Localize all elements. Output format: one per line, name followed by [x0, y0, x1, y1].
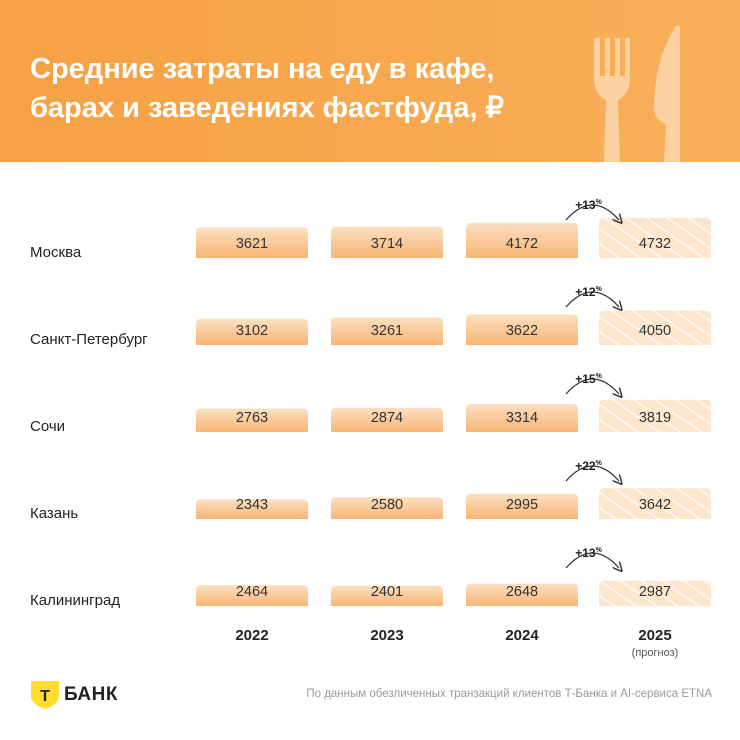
bar-chart: Москва 3621 3714 4172 4732 +13% Санкт-Петербур… — [30, 198, 711, 659]
growth-arrow — [565, 204, 619, 220]
bar — [331, 226, 443, 258]
source-note: По данным обезличенных транзакций клиент… — [306, 688, 712, 700]
bar-value-label: 3714 — [371, 236, 403, 252]
t-bank-logo: Т — [31, 681, 59, 709]
year-label: 2023 — [370, 627, 403, 644]
bar-value-label: 2995 — [506, 497, 538, 513]
year-label: 2025 — [638, 627, 671, 644]
bar-value-label: 4172 — [506, 236, 538, 252]
growth-label: +13% — [575, 546, 602, 560]
bar — [331, 317, 443, 345]
bar-value-label: 3314 — [506, 410, 538, 426]
bar-forecast — [599, 580, 711, 606]
growth-label: +22% — [575, 459, 602, 473]
city-label: Санкт-Петербург — [30, 331, 148, 348]
city-label: Калининград — [30, 592, 120, 609]
logo-letter: Т — [40, 688, 50, 705]
bar-value-label: 4732 — [639, 236, 671, 252]
page-title: Средние затраты на еду в кафе, барах и з… — [30, 50, 590, 128]
bar — [331, 585, 443, 606]
bar-value-label: 2343 — [236, 497, 268, 513]
bar-value-label: 3261 — [371, 323, 403, 339]
bar-forecast — [599, 310, 711, 345]
bar-value-label: 2580 — [371, 497, 403, 513]
forecast-note: (прогноз) — [632, 647, 679, 659]
bar — [196, 408, 308, 432]
bar-value-label: 2874 — [371, 410, 403, 426]
year-label: 2024 — [505, 627, 539, 644]
growth-arrow — [565, 465, 619, 481]
bar-value-label: 2763 — [236, 410, 268, 426]
growth-label: +13% — [575, 198, 602, 212]
city-label: Казань — [30, 505, 78, 522]
bar-value-label: 3102 — [236, 323, 268, 339]
bar-forecast — [599, 399, 711, 432]
bar — [196, 318, 308, 345]
bar — [196, 585, 308, 606]
title-line-2: барах и заведениях фастфуда, ₽ — [30, 92, 505, 124]
bar-value-label: 2987 — [639, 584, 671, 600]
bar — [466, 403, 578, 432]
year-label: 2022 — [235, 627, 268, 644]
bar-value-label: 2648 — [506, 584, 538, 600]
growth-arrow — [565, 552, 619, 568]
city-label: Москва — [30, 244, 82, 261]
bar-value-label: 2464 — [236, 584, 268, 600]
bar-value-label: 3819 — [639, 410, 671, 426]
bar-value-label: 3621 — [236, 236, 268, 252]
growth-label: +15% — [575, 372, 602, 386]
growth-label: +12% — [575, 285, 602, 299]
bar-value-label: 3622 — [506, 323, 538, 339]
bar — [331, 497, 443, 519]
logo-text: БАНК — [64, 684, 118, 705]
growth-arrow — [565, 291, 619, 307]
bar-value-label: 3642 — [639, 497, 671, 513]
bar-value-label: 2401 — [371, 584, 403, 600]
city-label: Сочи — [30, 418, 65, 435]
title-line-1: Средние затраты на еду в кафе, — [30, 53, 495, 85]
bar — [196, 227, 308, 258]
bar-forecast — [599, 218, 711, 258]
bar — [466, 493, 578, 519]
bar — [466, 583, 578, 606]
bar — [196, 499, 308, 519]
growth-arrow — [565, 378, 619, 394]
fork-knife-icon — [594, 26, 680, 162]
bar-value-label: 4050 — [639, 323, 671, 339]
bar-forecast — [599, 488, 711, 519]
bar — [466, 314, 578, 345]
bar — [466, 222, 578, 258]
header-banner: Средние затраты на еду в кафе, барах и з… — [0, 0, 740, 162]
bar — [331, 407, 443, 432]
